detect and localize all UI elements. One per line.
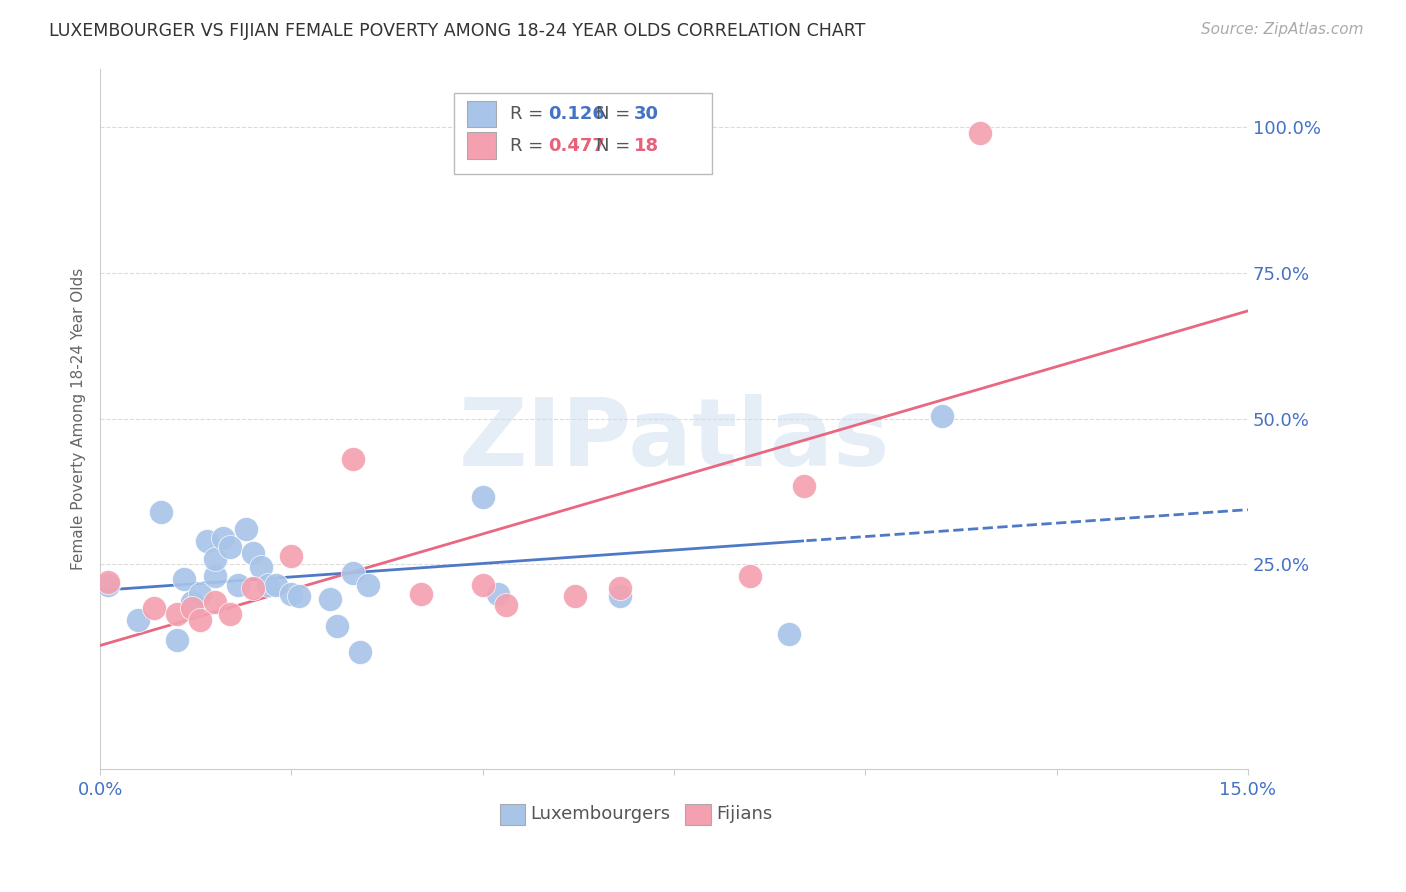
FancyBboxPatch shape: [467, 132, 496, 159]
Y-axis label: Female Poverty Among 18-24 Year Olds: Female Poverty Among 18-24 Year Olds: [72, 268, 86, 570]
Text: R =: R =: [510, 105, 548, 123]
Point: [609, 590, 631, 604]
Point: [166, 607, 188, 621]
Text: 18: 18: [634, 136, 659, 154]
Point: [342, 452, 364, 467]
Point: [280, 549, 302, 563]
Point: [326, 618, 349, 632]
Point: [411, 586, 433, 600]
Point: [142, 601, 165, 615]
Point: [181, 595, 204, 609]
Point: [204, 569, 226, 583]
Text: 0.477: 0.477: [548, 136, 605, 154]
Point: [97, 574, 120, 589]
Point: [249, 560, 271, 574]
Point: [226, 578, 249, 592]
Point: [318, 592, 340, 607]
Point: [204, 551, 226, 566]
Point: [127, 613, 149, 627]
Point: [740, 569, 762, 583]
Text: 0.126: 0.126: [548, 105, 605, 123]
Point: [778, 627, 800, 641]
Point: [471, 578, 494, 592]
Text: 30: 30: [634, 105, 659, 123]
FancyBboxPatch shape: [454, 93, 711, 174]
Point: [471, 490, 494, 504]
Point: [349, 645, 371, 659]
Point: [173, 572, 195, 586]
Text: ZIPatlas: ZIPatlas: [458, 393, 890, 485]
Point: [288, 590, 311, 604]
FancyBboxPatch shape: [499, 804, 524, 824]
Text: N =: N =: [596, 136, 636, 154]
Point: [219, 607, 242, 621]
Text: R =: R =: [510, 136, 548, 154]
Text: Luxembourgers: Luxembourgers: [530, 805, 671, 823]
Point: [150, 505, 173, 519]
Point: [969, 126, 991, 140]
Text: LUXEMBOURGER VS FIJIAN FEMALE POVERTY AMONG 18-24 YEAR OLDS CORRELATION CHART: LUXEMBOURGER VS FIJIAN FEMALE POVERTY AM…: [49, 22, 866, 40]
Point: [357, 578, 380, 592]
Point: [195, 534, 218, 549]
Text: Fijians: Fijians: [717, 805, 773, 823]
Point: [280, 586, 302, 600]
FancyBboxPatch shape: [467, 101, 496, 128]
Point: [211, 531, 233, 545]
Point: [257, 578, 280, 592]
FancyBboxPatch shape: [686, 804, 710, 824]
Point: [188, 586, 211, 600]
Point: [609, 581, 631, 595]
Point: [97, 578, 120, 592]
Point: [242, 581, 264, 595]
Point: [235, 522, 257, 536]
Point: [564, 590, 586, 604]
Point: [188, 613, 211, 627]
Point: [793, 478, 815, 492]
Point: [342, 566, 364, 581]
Point: [242, 546, 264, 560]
Text: Source: ZipAtlas.com: Source: ZipAtlas.com: [1201, 22, 1364, 37]
Point: [219, 540, 242, 554]
Point: [264, 578, 287, 592]
Point: [204, 595, 226, 609]
Point: [181, 601, 204, 615]
Point: [495, 598, 517, 612]
Point: [486, 586, 509, 600]
Point: [166, 633, 188, 648]
Point: [931, 409, 953, 423]
Text: N =: N =: [596, 105, 636, 123]
